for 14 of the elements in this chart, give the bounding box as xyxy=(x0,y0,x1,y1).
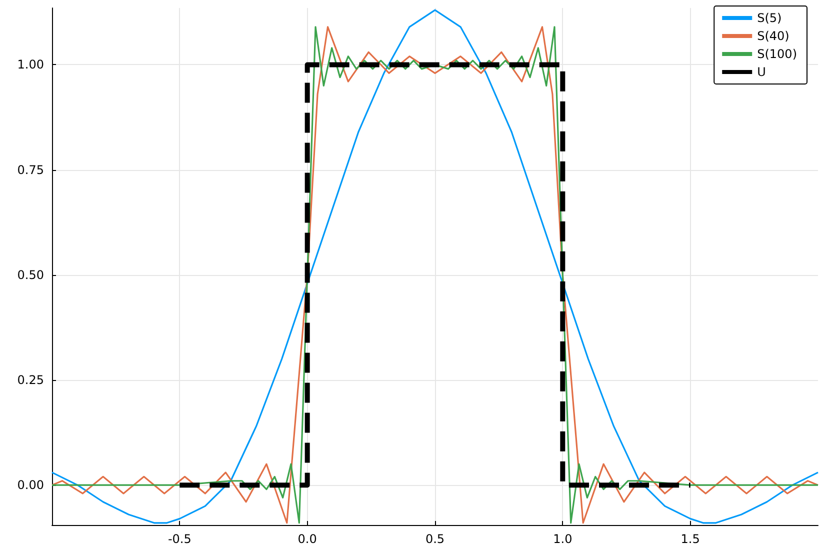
legend-label: S(100) xyxy=(757,47,798,61)
y-tick-label: 0.00 xyxy=(17,478,44,492)
legend-label: S(40) xyxy=(757,29,790,43)
y-tick-label: 0.75 xyxy=(17,162,44,177)
y-tick-label: 0.25 xyxy=(17,372,44,387)
y-tick-label: 0.50 xyxy=(17,268,44,282)
x-tick-label: 0.0 xyxy=(298,532,317,546)
x-tick-label: 1.5 xyxy=(680,532,700,546)
legend-label: S(5) xyxy=(757,11,782,25)
legend-label: U xyxy=(757,65,766,79)
x-tick-label: 0.5 xyxy=(425,532,445,546)
y-tick-label: 1.00 xyxy=(17,58,44,72)
x-tick-label: 1.0 xyxy=(553,532,572,546)
x-tick-label: -0.5 xyxy=(168,532,192,546)
